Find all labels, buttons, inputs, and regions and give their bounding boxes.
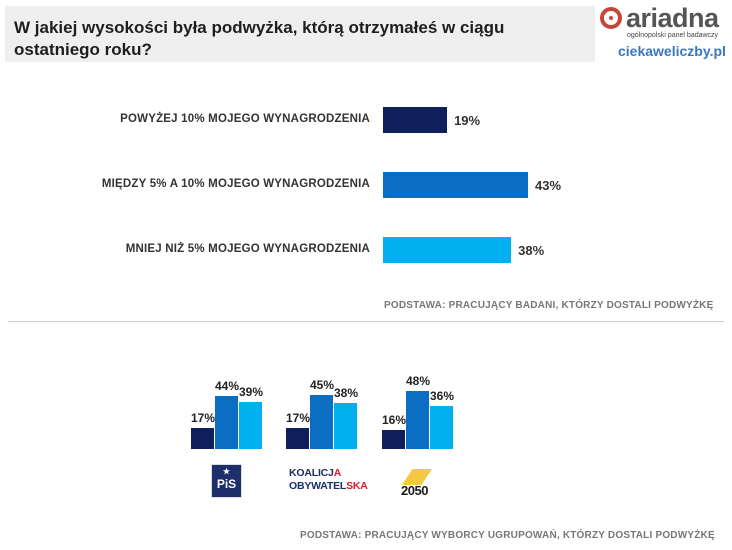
bar	[383, 172, 528, 198]
bar	[191, 428, 214, 449]
data-label: 44%	[214, 378, 240, 393]
data-label: 16%	[381, 412, 407, 427]
title-box: W jakiej wysokości była podwyżka, którą …	[5, 6, 595, 62]
brand-logo: ariadna	[600, 3, 719, 33]
category-label: MNIEJ NIŻ 5% MOJEGO WYNAGRODZENIA	[125, 243, 370, 255]
data-label: 39%	[238, 384, 264, 399]
category-label: POWYŻEJ 10% MOJEGO WYNAGRODZENIA	[120, 113, 370, 125]
bar	[286, 428, 309, 449]
brand: ariadna ogólnopolski panel badawczy ciek…	[600, 5, 730, 65]
data-label: 48%	[405, 374, 431, 388]
data-label: 38%	[518, 243, 545, 258]
bar	[310, 394, 333, 449]
brand-name: ariadna	[626, 3, 719, 33]
bar	[430, 405, 453, 449]
data-label: 17%	[285, 411, 311, 426]
polska2050-logo: 2050	[399, 469, 435, 503]
bar	[383, 237, 512, 263]
bar	[382, 429, 405, 449]
data-label: 38%	[333, 386, 359, 401]
ko-logo-text: OBYWATEL	[289, 480, 347, 492]
bar	[406, 391, 429, 449]
bar	[239, 401, 262, 449]
data-label: 19%	[454, 113, 481, 128]
ko-logo-text: SKA	[346, 480, 368, 492]
chart-title: W jakiej wysokości była podwyżka, którą …	[14, 18, 505, 59]
data-label: 17%	[190, 411, 216, 426]
divider	[8, 321, 724, 322]
ko-logo-text: KOALICJ	[289, 467, 334, 479]
pis-logo: ★ PiS	[211, 464, 242, 498]
data-label: 43%	[535, 178, 562, 193]
brand-tagline: ogólnopolski panel badawczy	[627, 32, 719, 39]
polska2050-logo-text: 2050	[401, 483, 428, 498]
bar	[215, 395, 238, 449]
base-note: PODSTAWA: PRACUJĄCY WYBORCY UGRUPOWAŃ, K…	[300, 530, 715, 541]
bar	[334, 403, 357, 449]
data-label: 36%	[429, 388, 455, 403]
category-label: MIĘDZY 5% A 10% MOJEGO WYNAGRODZENIA	[101, 178, 370, 190]
bar	[383, 107, 448, 133]
star-icon: ★	[222, 467, 231, 476]
ko-logo: KOALICJA OBYWATELSKA	[289, 467, 368, 493]
pis-logo-text: PiS	[216, 477, 237, 491]
ko-logo-text: A	[333, 467, 342, 479]
brand-site: ciekaweliczby.pl	[618, 43, 726, 59]
ariadna-logo-icon	[600, 7, 622, 29]
base-note: PODSTAWA: PRACUJĄCY BADANI, KTÓRZY DOSTA…	[384, 300, 714, 311]
data-label: 45%	[309, 377, 335, 392]
